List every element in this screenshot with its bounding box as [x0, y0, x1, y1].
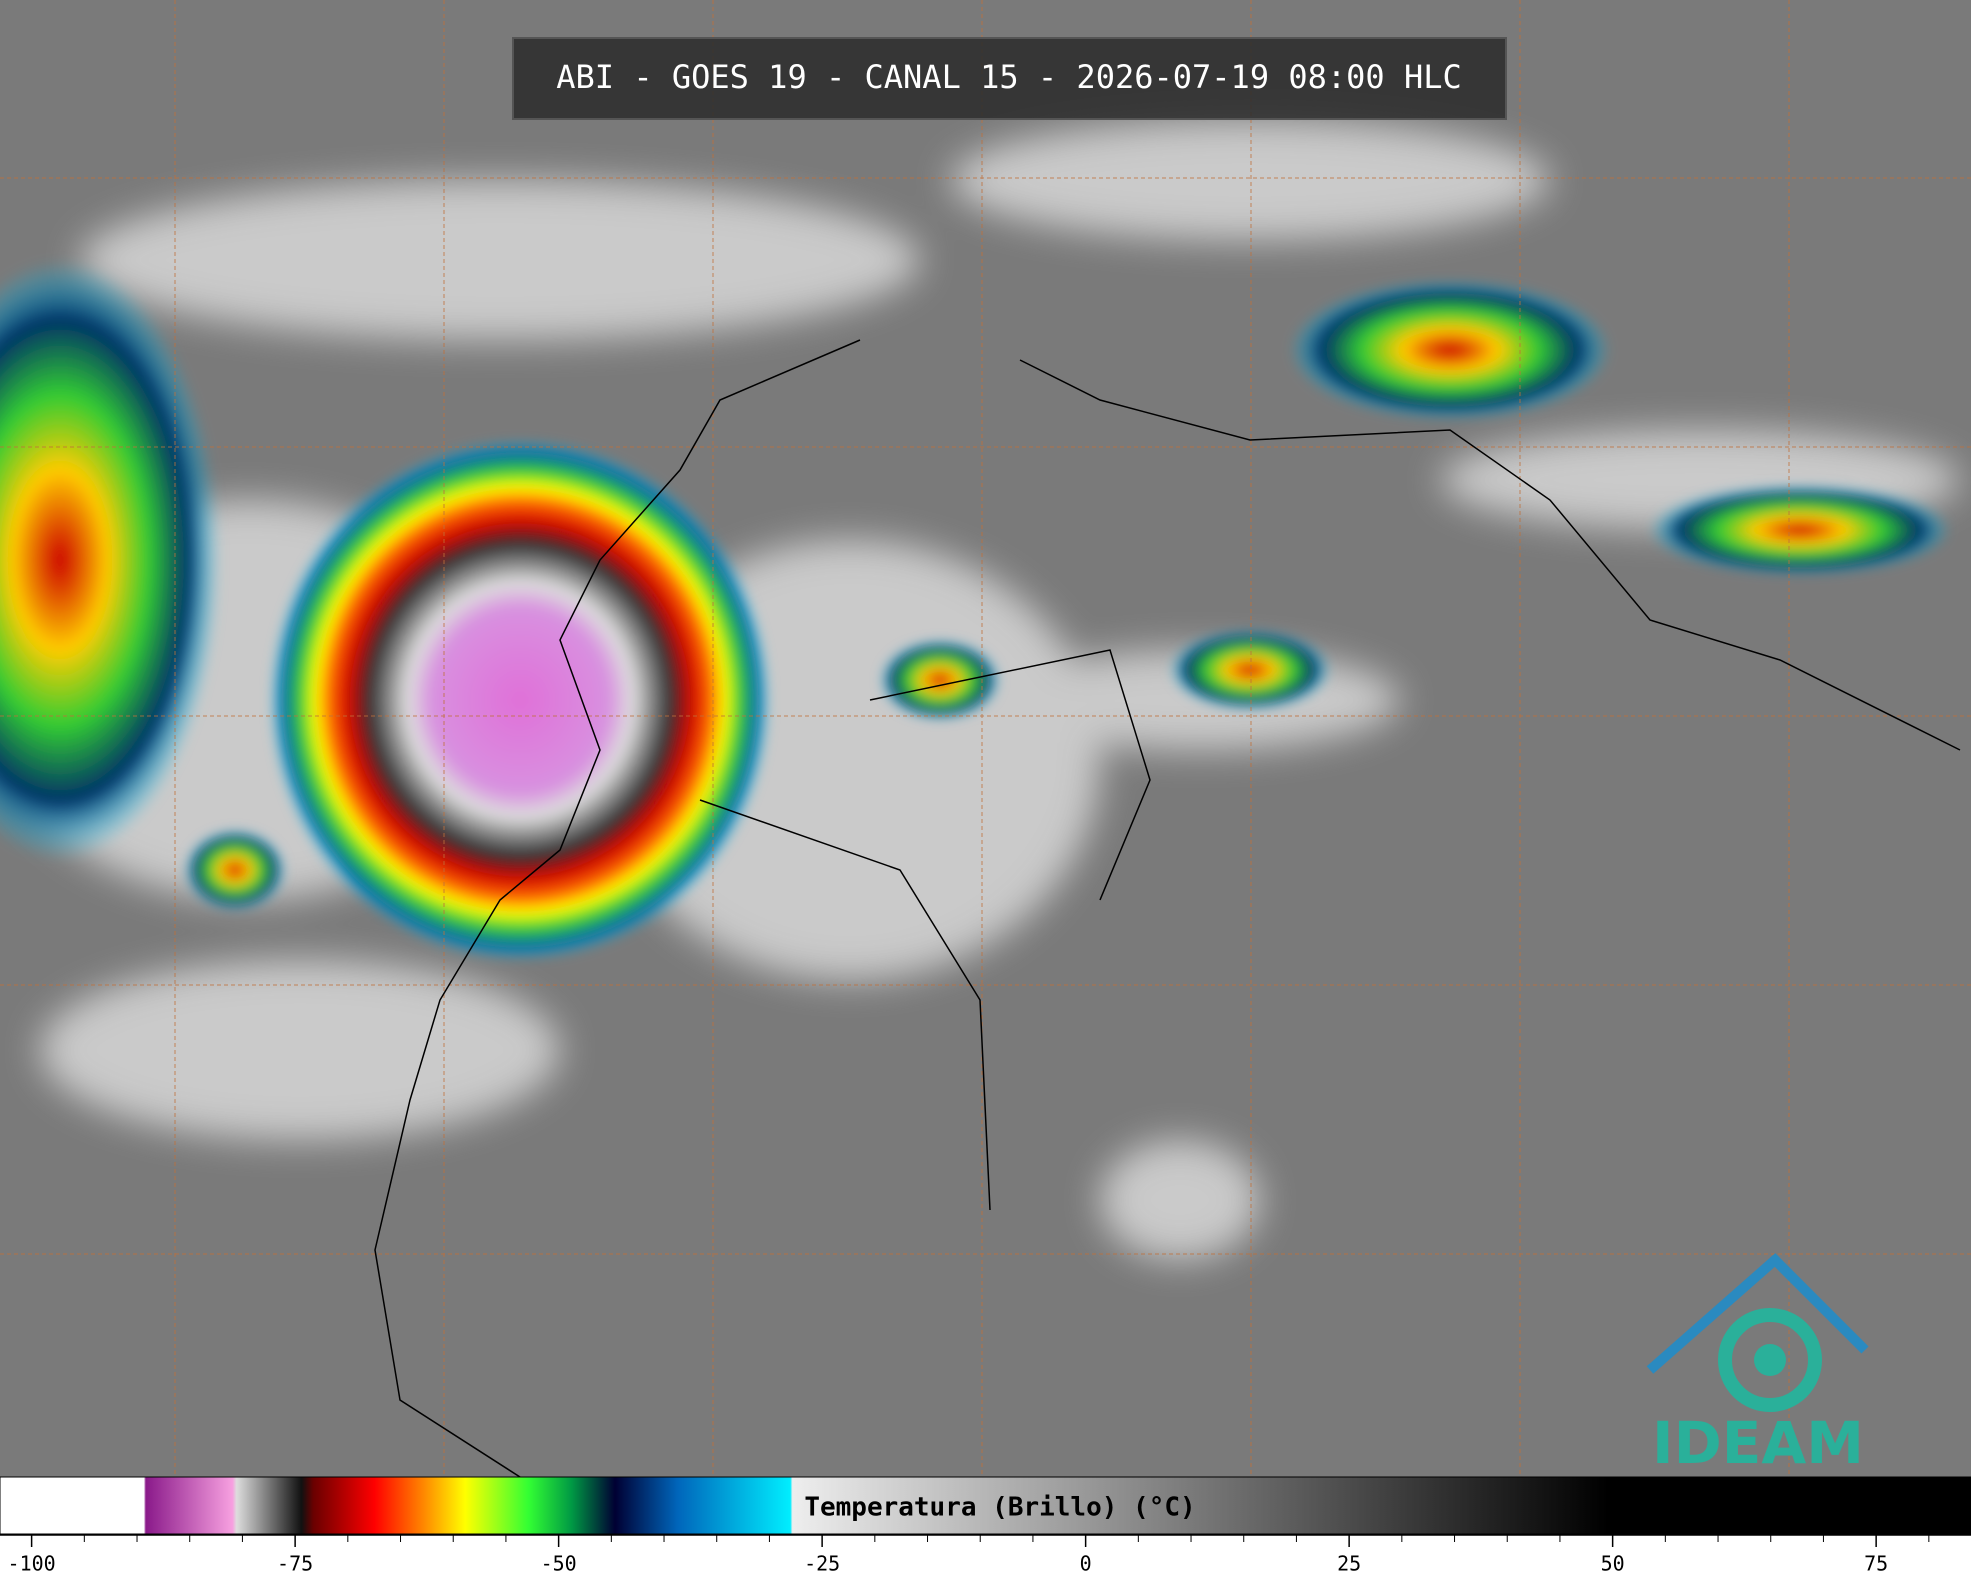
tick-label: -75 — [277, 1552, 313, 1576]
title-box — [512, 37, 1507, 120]
tick-label: 75 — [1864, 1552, 1888, 1576]
colorbar — [0, 1476, 1971, 1535]
tick-label: 0 — [1080, 1552, 1092, 1576]
colorbar-label: Temperatura (Brillo) (°C) — [804, 1493, 1195, 1523]
title: ABI - GOES 19 - CANAL 15 - 2026-07-19 08… — [556, 58, 1461, 96]
logo-text: IDEAM — [1652, 1409, 1864, 1477]
borders — [374, 339, 1961, 1478]
tick-label: -50 — [541, 1552, 577, 1576]
tick-label: 25 — [1337, 1552, 1361, 1576]
tick-label: -100 — [8, 1552, 56, 1576]
ideam-logo: IDEAM — [1646, 1253, 1869, 1477]
convection — [0, 260, 1950, 960]
tick-label: 50 — [1601, 1552, 1625, 1576]
tick-label: -25 — [804, 1552, 840, 1576]
graticule — [0, 0, 1971, 1477]
